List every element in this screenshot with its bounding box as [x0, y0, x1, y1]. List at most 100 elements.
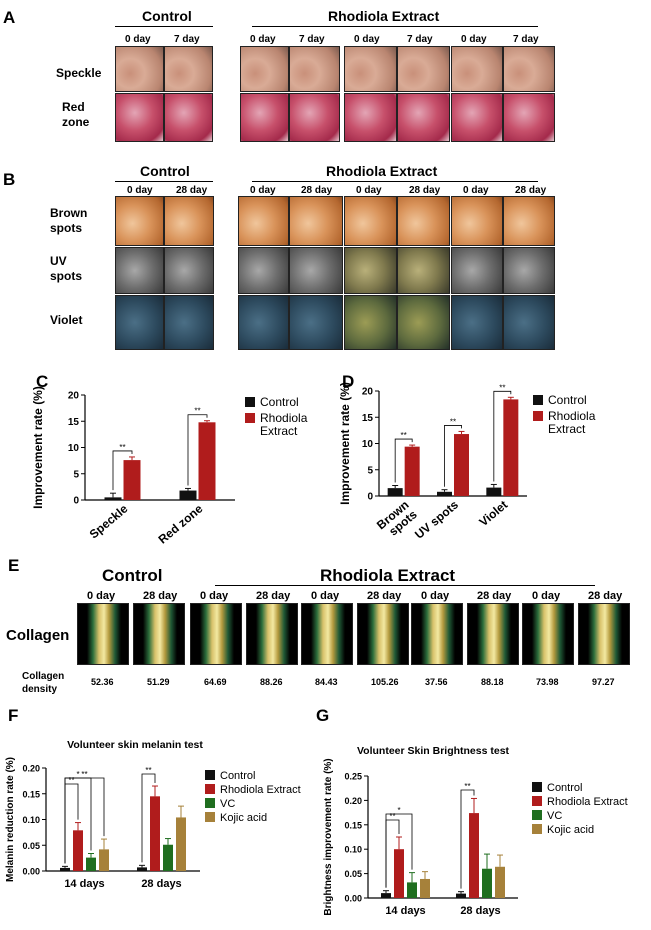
panel-e-collagen-image-8 [522, 603, 574, 665]
bar-0-1 [404, 446, 420, 496]
y-tick-label: 0.00 [22, 867, 40, 877]
panel-b-brown-image-6 [451, 196, 503, 246]
bar-0-3 [420, 878, 430, 898]
panel-e-density-label: Collagen density [22, 671, 65, 695]
panel-e-day-label-5: 28 day [367, 590, 402, 602]
y-tick-label: 0.00 [344, 894, 362, 904]
panel-e-label: E [8, 556, 20, 575]
legend-label-0: Control [220, 770, 255, 782]
y-tick-label: 0 [367, 492, 373, 503]
significance-mark-0: ** [389, 812, 395, 821]
legend-swatch-3 [532, 824, 542, 834]
panel-b-uv-image-4 [344, 247, 397, 294]
significance-mark-2: ** [499, 383, 505, 392]
bar-0-0 [104, 497, 122, 500]
bar-1-2 [482, 868, 492, 898]
bar-1-1 [198, 422, 216, 500]
panel-b-day-label-5: 28 day [409, 185, 441, 196]
panel-d-label: D [342, 372, 355, 391]
legend-swatch-0 [205, 770, 215, 780]
legend-label-0: Control [547, 782, 582, 794]
y-tick-label: 5 [367, 465, 373, 476]
panel-b-day-label-7: 28 day [515, 185, 547, 196]
bar-1-1 [469, 813, 479, 898]
y-tick-label: 0.05 [344, 869, 362, 879]
legend-swatch-1 [245, 413, 255, 423]
legend-label-3: Kojic acid [547, 824, 594, 836]
panel-a-extract-underline [252, 26, 538, 27]
y-tick-label: 0.20 [344, 796, 362, 806]
panel-a-label: A [3, 8, 16, 27]
legend-label-1: Rhodiola Extract [220, 784, 301, 796]
panel-a-speckle-image-0 [115, 46, 164, 92]
panel-b-row-brown-spots: Brown spots [50, 206, 88, 235]
panel-e-day-label-1: 28 day [143, 590, 178, 602]
significance-mark-0: ** [68, 776, 74, 785]
legend-swatch-1 [205, 784, 215, 794]
significance-mark-0: ** [401, 431, 407, 440]
category-label-1: 28 days [460, 905, 500, 917]
panel-b-day-label-1: 28 day [176, 185, 208, 196]
y-tick-label: 0.15 [22, 789, 40, 799]
y-tick-label: 0.15 [344, 820, 362, 830]
panel-a-day-label-0: 0 day [125, 34, 151, 45]
panel-a-speckle-image-3 [289, 46, 340, 92]
significance-bracket-3 [141, 773, 156, 863]
legend-swatch-0 [245, 397, 255, 407]
panel-b-brown-image-5 [397, 196, 450, 246]
legend-swatch-0 [533, 395, 543, 405]
panel-e-density-value-1: 51.29 [147, 677, 170, 687]
bar-0-1 [123, 460, 141, 500]
significance-bracket-2 [64, 777, 105, 864]
panel-b-uv-image-7 [503, 247, 555, 294]
panel-b-uv-image-1 [164, 247, 214, 294]
panel-a-speckle-image-1 [164, 46, 213, 92]
panel-a-redzone-image-0 [115, 93, 164, 142]
panel-b-extract-title: Rhodiola Extract [326, 163, 438, 179]
bar-1-0 [179, 490, 197, 500]
panel-g-label: G [316, 706, 330, 725]
panel-a-row-red-zone: Red zone [62, 100, 90, 129]
legend-label-1: Rhodiola Extract [547, 796, 628, 808]
panel-a-control-title: Control [142, 8, 192, 24]
chart-d: 0 5 10 15 20 Improvement rate (%) BrownspotsUV… [338, 382, 596, 542]
panel-b-uv-image-3 [289, 247, 343, 294]
legend-swatch-1 [533, 411, 543, 421]
panel-b-label: B [3, 170, 16, 189]
panel-a-row-speckle: Speckle [56, 66, 102, 80]
panel-e-density-value-3: 88.26 [260, 677, 283, 687]
panel-e-extract-underline [215, 585, 595, 586]
legend-swatch-3 [205, 812, 215, 822]
panel-e-density-value-7: 88.18 [481, 677, 504, 687]
panel-a-speckle-image-4 [344, 46, 397, 92]
panel-e-day-label-6: 0 day [421, 590, 450, 602]
significance-bracket-1 [444, 425, 462, 487]
panel-a-redzone-image-4 [344, 93, 397, 142]
bar-2-0 [486, 487, 502, 496]
panel-b-extract-underline [252, 181, 538, 182]
legend-label-3: Kojic acid [220, 812, 267, 824]
panel-e-density-value-5: 105.26 [371, 677, 399, 687]
y-axis-label: Improvement rate (%) [338, 382, 352, 505]
panel-c-label: C [36, 372, 49, 391]
chart-g: Volunteer Skin Brightness test 0.00 0.05 0.… [323, 745, 628, 917]
panel-e-density-value-9: 97.27 [592, 677, 615, 687]
panel-a-day-label-6: 0 day [461, 34, 487, 45]
category-label-0: Brownspots [374, 497, 420, 542]
panel-e-day-label-0: 0 day [87, 590, 116, 602]
significance-mark-1: * [397, 806, 400, 815]
panel-e-day-label-4: 0 day [311, 590, 340, 602]
panel-b-row-uv-spots: UV spots [50, 254, 83, 283]
panel-e-collagen-image-4 [301, 603, 353, 665]
panel-e-collagen-image-1 [133, 603, 185, 665]
panel-e-day-label-3: 28 day [256, 590, 291, 602]
panel-b-violet-image-2 [238, 295, 289, 350]
y-tick-label: 0.05 [22, 841, 40, 851]
panel-a-redzone-image-1 [164, 93, 213, 142]
significance-mark-1: ** [450, 417, 456, 426]
bar-0-0 [387, 488, 403, 496]
panel-a-day-label-3: 7 day [299, 34, 325, 45]
panel-e-day-label-8: 0 day [532, 590, 561, 602]
panel-e-collagen-image-6 [411, 603, 463, 665]
panel-e-control-title: Control [102, 566, 163, 585]
